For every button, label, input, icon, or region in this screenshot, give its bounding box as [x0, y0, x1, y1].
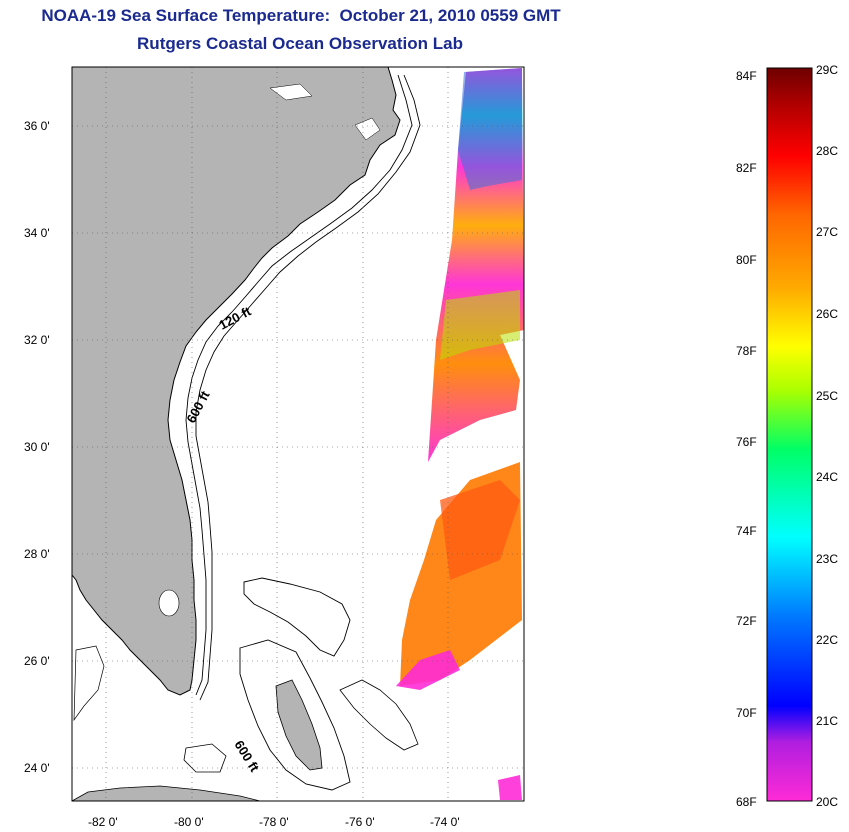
cb-c-label: 27C: [816, 225, 838, 239]
colorbar-fahrenheit-labels: 84F 82F 80F 78F 76F 74F 72F 70F 68F: [736, 69, 757, 809]
cb-f-label: 68F: [736, 795, 757, 809]
isobath-600ft-line: [195, 74, 421, 701]
cb-f-label: 72F: [736, 614, 757, 628]
cb-c-label: 20C: [816, 795, 838, 809]
latitude-axis: 36 0' 34 0' 32 0' 30 0' 28 0' 26 0' 24 0…: [24, 119, 50, 775]
cb-f-label: 76F: [736, 435, 757, 449]
bahamas-bank-east: [339, 679, 419, 751]
cb-c-label: 29C: [816, 63, 838, 77]
lon-label: -74 0': [430, 815, 460, 829]
cb-c-label: 24C: [816, 470, 838, 484]
colorbar-celsius-labels: 29C 28C 27C 26C 25C 24C 23C 22C 21C 20C: [816, 63, 838, 809]
us-landmass: [72, 67, 401, 696]
sst-satellite-swath: [396, 68, 524, 800]
map-title: NOAA-19 Sea Surface Temperature: October…: [41, 6, 561, 25]
cb-c-label: 28C: [816, 144, 838, 158]
cb-f-label: 84F: [736, 69, 757, 83]
lon-label: -82 0': [88, 815, 118, 829]
lat-label: 26 0': [24, 654, 50, 668]
bahamas-bank-north: [243, 577, 351, 657]
isobath-120ft-line: [185, 74, 413, 696]
lat-label: 28 0': [24, 547, 50, 561]
cuba-coast: [72, 785, 261, 801]
cb-f-label: 74F: [736, 524, 757, 538]
lat-label: 36 0': [24, 119, 50, 133]
cb-c-label: 21C: [816, 714, 838, 728]
map-area: [72, 67, 524, 801]
lat-label: 30 0': [24, 440, 50, 454]
longitude-axis: -82 0' -80 0' -78 0' -76 0' -74 0': [88, 815, 460, 829]
colorbar: [766, 67, 813, 802]
cb-c-label: 25C: [816, 389, 838, 403]
cb-f-label: 70F: [736, 706, 757, 720]
lat-label: 32 0': [24, 333, 50, 347]
lat-label: 34 0': [24, 226, 50, 240]
map-graticule: [72, 67, 524, 801]
bahamas-bank-great: [239, 639, 351, 791]
lake-okeechobee: [158, 589, 180, 617]
map-subtitle: Rutgers Coastal Ocean Observation Lab: [137, 34, 463, 53]
cb-f-label: 82F: [736, 161, 757, 175]
cb-c-label: 26C: [816, 307, 838, 321]
cb-c-label: 23C: [816, 552, 838, 566]
lon-label: -76 0': [345, 815, 375, 829]
lat-label: 24 0': [24, 761, 50, 775]
lon-label: -78 0': [259, 815, 289, 829]
cb-f-label: 78F: [736, 344, 757, 358]
cb-f-label: 80F: [736, 253, 757, 267]
cb-c-label: 22C: [816, 633, 838, 647]
map-frame: [71, 66, 525, 802]
lon-label: -80 0': [174, 815, 204, 829]
